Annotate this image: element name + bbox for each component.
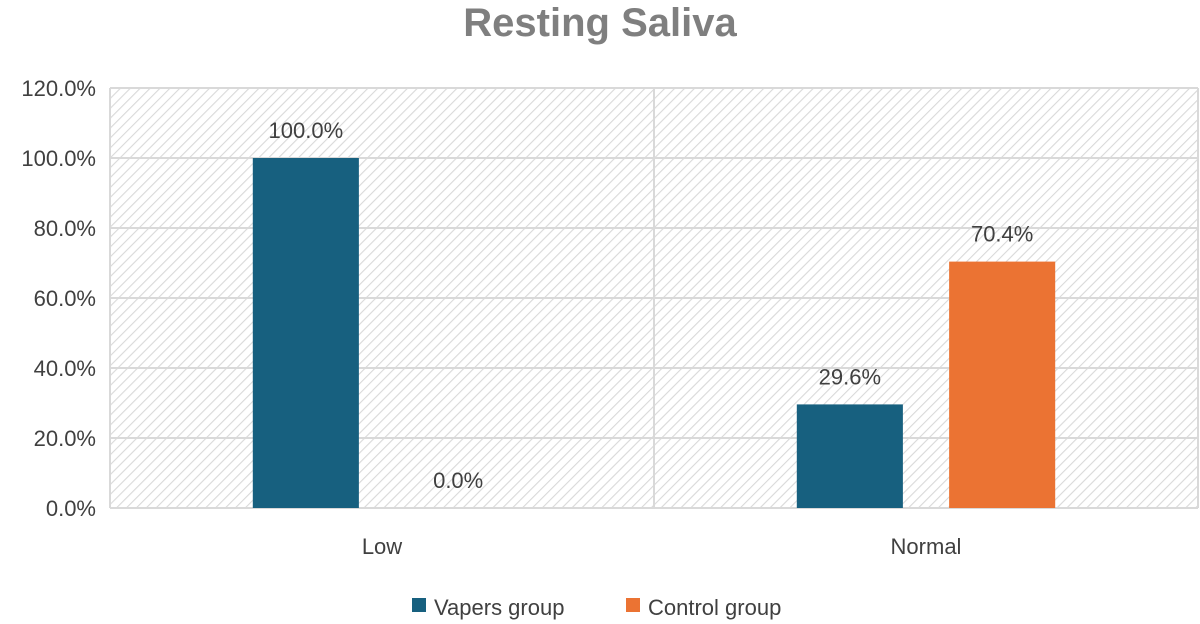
chart-title: Resting Saliva: [463, 1, 737, 45]
legend-swatch-control: [626, 598, 640, 612]
y-tick-label: 0.0%: [46, 496, 96, 521]
bar-vapers-group-low: [252, 158, 359, 508]
y-tick-label: 20.0%: [34, 426, 96, 451]
y-tick-label: 120.0%: [21, 76, 96, 101]
data-labels: 100.0% 0.0% 29.6% 70.4%: [269, 118, 1034, 493]
bar-control-group-normal: [949, 261, 1056, 508]
legend-label-control: Control group: [648, 595, 781, 620]
x-category-label: Normal: [891, 534, 962, 559]
data-label: 70.4%: [971, 222, 1033, 247]
data-label: 0.0%: [433, 468, 483, 493]
x-category-label: Low: [362, 534, 402, 559]
legend-label-vapers: Vapers group: [434, 595, 564, 620]
x-axis-categories: Low Normal: [362, 534, 962, 559]
y-tick-label: 60.0%: [34, 286, 96, 311]
bar-vapers-group-normal: [796, 404, 903, 508]
y-tick-label: 100.0%: [21, 146, 96, 171]
legend: Vapers group Control group: [412, 595, 781, 620]
y-tick-label: 40.0%: [34, 356, 96, 381]
y-axis-ticks: 0.0% 20.0% 40.0% 60.0% 80.0% 100.0% 120.0%: [21, 76, 96, 521]
y-tick-label: 80.0%: [34, 216, 96, 241]
data-label: 29.6%: [819, 364, 881, 389]
data-label: 100.0%: [269, 118, 344, 143]
legend-swatch-vapers: [412, 598, 426, 612]
bars: [252, 158, 1056, 508]
